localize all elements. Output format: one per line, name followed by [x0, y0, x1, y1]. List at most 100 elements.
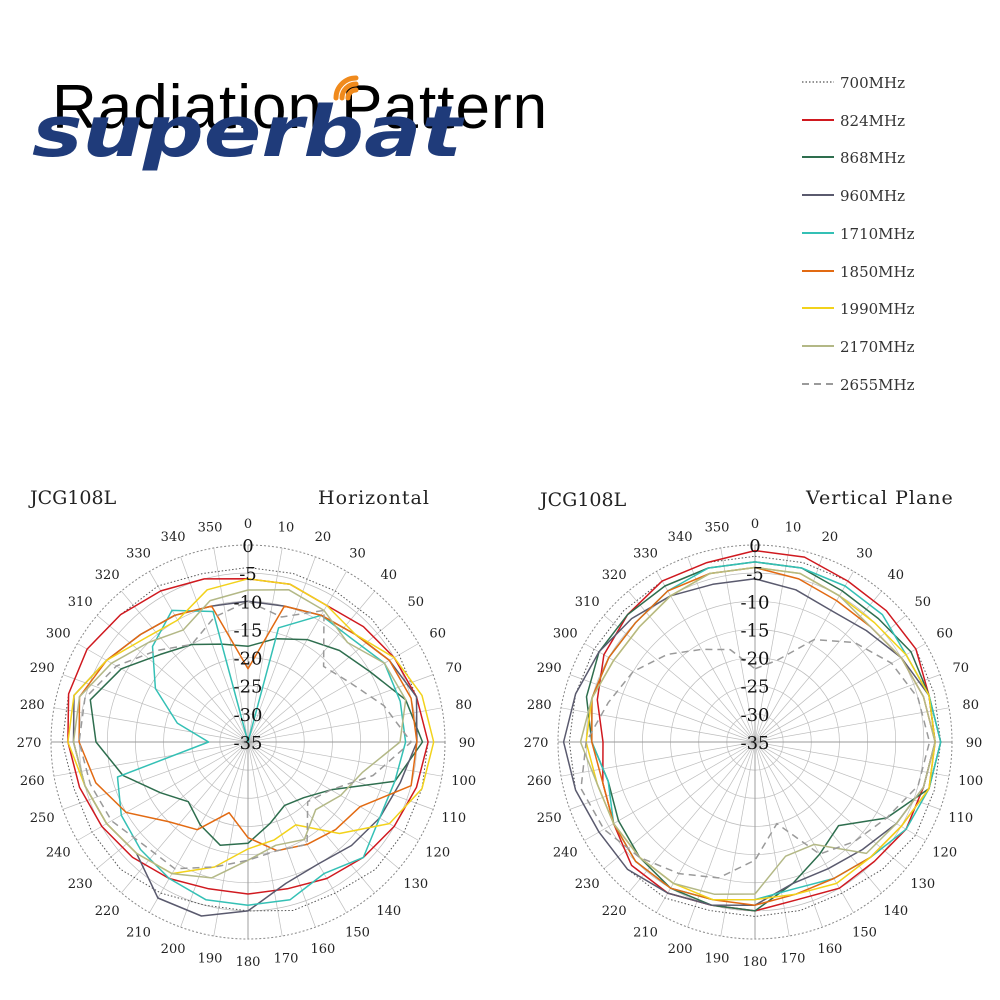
grid-spoke	[247, 615, 400, 743]
grid-spoke	[754, 741, 882, 894]
legend-label: 1710MHz	[840, 224, 915, 243]
grid-spoke	[754, 741, 941, 810]
radial-tick-label: 0	[749, 536, 760, 557]
logo-text: superbat	[32, 91, 465, 173]
radial-tick-label: -25	[741, 677, 770, 698]
angle-tick-label: 20	[315, 530, 332, 545]
angle-tick-label: 30	[349, 546, 366, 561]
page-title: Radiation Pattern	[52, 73, 549, 142]
radial-tick-label: -30	[234, 705, 263, 726]
legend-swatch	[802, 382, 834, 385]
grid-spoke	[754, 615, 907, 743]
radial-tick-label: -25	[234, 677, 263, 698]
legend-label: 1990MHz	[840, 300, 915, 319]
angle-tick-label: 350	[198, 520, 223, 535]
grid-spoke	[96, 615, 249, 743]
angle-tick-label: 290	[537, 661, 562, 676]
angle-tick-label: 120	[932, 846, 957, 861]
angle-tick-label: 200	[161, 942, 186, 957]
grid-spoke	[603, 615, 756, 743]
grid-spoke	[754, 741, 854, 913]
angle-tick-label: 220	[602, 904, 627, 919]
radial-labels: 0 -5 -10 -15 -20 -25 -30 -35	[741, 536, 770, 754]
radial-tick-label: -35	[234, 733, 263, 754]
angle-tick-label: 30	[856, 546, 873, 561]
grid-spoke	[247, 674, 434, 743]
legend-swatch	[802, 307, 834, 310]
angle-tick-label: 40	[381, 568, 398, 583]
polar-grid	[50, 544, 446, 940]
angle-tick-label: 150	[345, 926, 370, 941]
legend-item: 2655MHz	[800, 372, 1000, 402]
angle-tick-label: 60	[429, 627, 446, 642]
legend-label: 2170MHz	[840, 337, 915, 356]
grid-spoke	[720, 741, 756, 937]
angle-tick-label: 150	[852, 926, 877, 941]
grid-spoke	[77, 643, 249, 743]
angle-tick-label: 170	[274, 952, 299, 967]
legend-swatch	[802, 194, 834, 197]
legend-item: 2170MHz	[800, 334, 1000, 364]
legend-item: 824MHz	[800, 108, 1000, 138]
grid-spoke	[754, 571, 854, 743]
legend-label: 960MHz	[840, 187, 905, 206]
legend-label: 868MHz	[840, 149, 905, 168]
radial-tick-label: -30	[741, 705, 770, 726]
superbat-logo: superbat	[32, 75, 465, 173]
angle-tick-label: 80	[455, 698, 472, 713]
angle-tick-label: 70	[953, 661, 970, 676]
grid-spoke	[121, 590, 249, 743]
angle-tick-label: 50	[915, 595, 932, 610]
radial-tick-label: -15	[234, 620, 263, 641]
grid-spoke	[656, 741, 756, 913]
angle-tick-label: 220	[95, 904, 120, 919]
grid-spoke	[247, 741, 347, 913]
angle-tick-label: 110	[948, 811, 973, 826]
legend-item: 1990MHz	[800, 296, 1000, 326]
legend-label: 1850MHz	[840, 262, 915, 281]
series-line-2170MHz	[72, 589, 407, 879]
angle-tick-label: 140	[376, 904, 401, 919]
grid-spoke	[121, 741, 249, 894]
grid-spoke	[62, 674, 249, 743]
grid-spoke	[180, 556, 249, 743]
angle-tick-label: 120	[425, 846, 450, 861]
grid-spoke	[754, 707, 950, 743]
angle-tick-label: 130	[910, 877, 935, 892]
chart-model-label: JCG108L	[30, 487, 117, 509]
legend-label: 700MHz	[840, 74, 905, 92]
angle-tick-label: 280	[20, 698, 45, 713]
angle-tick-label: 170	[781, 952, 806, 967]
legend-label: 2655MHz	[840, 375, 915, 394]
legend-swatch	[802, 344, 834, 347]
grid-spoke	[754, 674, 941, 743]
signal-waves-icon	[333, 75, 359, 101]
grid-spoke	[149, 571, 249, 743]
angle-tick-label: 320	[602, 568, 627, 583]
grid-spoke	[247, 547, 283, 743]
angle-tick-label: 210	[126, 926, 151, 941]
angle-tick-label: 260	[527, 774, 552, 789]
grid-spoke	[53, 707, 249, 743]
grid-spoke	[754, 556, 823, 743]
angle-tick-label: 350	[705, 520, 730, 535]
series-line-2655MHz	[78, 600, 412, 870]
grid-spoke	[149, 741, 249, 913]
angle-tick-label: 10	[278, 520, 295, 535]
series-line-868MHz	[89, 637, 424, 847]
legend-swatch	[802, 156, 834, 159]
series-line-1990MHz	[67, 578, 435, 875]
legend-swatch	[802, 231, 834, 234]
angle-tick-label: 250	[30, 811, 55, 826]
grid-spoke	[247, 643, 419, 743]
angle-tick-label: 290	[30, 661, 55, 676]
radial-tick-label: -5	[746, 564, 764, 585]
legend-item: 1850MHz	[800, 259, 1000, 289]
angle-tick-label: 250	[537, 811, 562, 826]
angle-tick-label: 0	[244, 517, 252, 532]
grid-spoke	[247, 741, 419, 841]
grid-spoke	[247, 741, 443, 777]
grid-spoke	[603, 741, 756, 869]
angle-tick-label: 340	[668, 530, 693, 545]
